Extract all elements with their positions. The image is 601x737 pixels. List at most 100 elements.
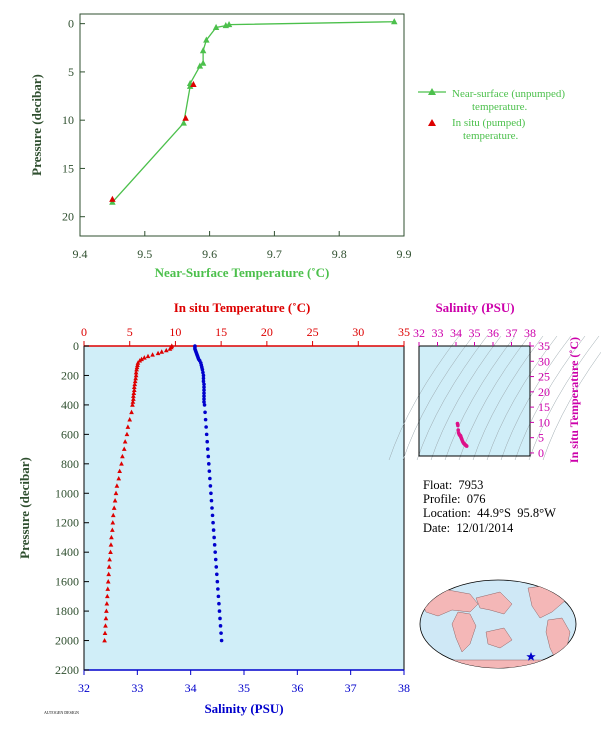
temperature-point [104, 593, 110, 599]
temperature-point [130, 399, 136, 404]
ts-diagram: Salinity (PSU) 32 33 34 35 36 37 38 05 10152025… [388, 300, 601, 463]
salinity-point [204, 432, 209, 437]
legend-red-triangle-icon [428, 119, 436, 126]
sal-tick-label: 36 [291, 681, 303, 695]
profile-x-label: Salinity (PSU) [204, 701, 283, 716]
salinity-point [204, 425, 208, 429]
x-tick-label: 9.9 [397, 247, 412, 261]
salinity-point [209, 498, 214, 503]
temperature-point [127, 417, 133, 422]
temp-tick-label: 0 [81, 325, 87, 339]
temperature-point [108, 542, 114, 547]
salinity-point [210, 513, 215, 518]
temperature-point [116, 475, 122, 481]
profile-series [102, 343, 224, 643]
unpumped-point [186, 82, 194, 89]
footer-tag: AUTOGEN DESIGN [44, 710, 79, 715]
salinity-point [213, 557, 218, 562]
unpumped-point [199, 59, 207, 66]
temp-tick-label: 20 [261, 325, 273, 339]
salinity-point [200, 367, 205, 372]
x-tick-label: 9.4 [73, 247, 88, 261]
sal-tick-label: 38 [398, 681, 410, 695]
salinity-point [215, 572, 219, 577]
sal-tick-label: 35 [238, 681, 250, 695]
temperature-axis-ticks: 0 5 10 15 20 25 30 35 [81, 325, 410, 347]
near-surface-plot-area [79, 13, 405, 237]
legend-unpumped-label: Near-surface (unpumped) temperature. [452, 88, 565, 113]
temperature-point [155, 350, 161, 356]
temp-tick-label: 35 [398, 325, 410, 339]
temperature-point [107, 556, 112, 562]
temperature-point [129, 409, 134, 415]
pressure-tick-label: 1800 [55, 604, 79, 618]
density-contour [388, 335, 460, 461]
salinity-point [202, 382, 206, 387]
salinity-point [217, 601, 221, 606]
temperature-point [114, 483, 120, 488]
salinity-point [208, 476, 212, 481]
ts-y-tick-label: 20 [538, 385, 550, 399]
density-contour [500, 335, 572, 461]
temp-tick-label: 30 [352, 325, 364, 339]
temperature-point [106, 571, 112, 577]
density-contour [486, 335, 558, 461]
temperature-point [110, 520, 116, 525]
salinity-point [203, 410, 207, 415]
salinity-point [205, 439, 209, 444]
salinity-point [209, 491, 213, 496]
pressure-tick-label: 1200 [55, 516, 79, 530]
y-tick-label: 5 [68, 65, 74, 79]
float-row: Float: 7953 [423, 478, 484, 492]
sal-tick-label: 33 [131, 681, 143, 695]
temperature-point [103, 615, 109, 621]
ts-point [456, 423, 460, 428]
temperature-point [122, 439, 128, 444]
temp-tick-label: 15 [215, 325, 227, 339]
pressure-tick-label: 2000 [55, 634, 79, 648]
unpumped-point [196, 62, 204, 69]
pressure-tick-label: 1600 [55, 575, 79, 589]
ts-point [464, 444, 469, 448]
location-row: Location: 44.9°S 95.8°W [423, 506, 556, 521]
ts-y-tick-label: 10 [538, 415, 550, 429]
profile-plot-area [83, 345, 405, 671]
temperature-point [120, 453, 125, 459]
temperature-point [163, 347, 169, 353]
salinity-point [202, 388, 206, 392]
pumped-point [182, 114, 189, 121]
salinity-point [206, 454, 211, 459]
salinity-point [211, 520, 215, 525]
temperature-point [134, 366, 139, 372]
pressure-tick-label: 200 [61, 368, 79, 382]
ts-y-tick-label: 15 [538, 400, 550, 414]
temp-tick-label: 25 [307, 325, 319, 339]
salinity-point [219, 631, 223, 635]
density-contour [416, 335, 488, 461]
ts-x-tick-label: 33 [432, 326, 444, 340]
ts-point [456, 428, 461, 432]
temperature-point [119, 461, 124, 466]
temperature-point [125, 424, 131, 429]
temperature-point [109, 534, 114, 540]
unpumped-point [199, 47, 207, 54]
density-contour [430, 335, 502, 461]
ts-series [455, 421, 469, 448]
temperature-point [121, 446, 127, 451]
temperature-point [135, 360, 141, 365]
y-tick-label: 0 [68, 17, 74, 31]
ts-x-tick-label: 35 [469, 326, 481, 340]
salinity-point [202, 397, 206, 401]
temperature-point [159, 349, 165, 354]
salinity-point [212, 535, 216, 540]
pumped-point [109, 195, 116, 202]
profile-top-axis-title: In situ Temperature (˚C) [174, 300, 311, 315]
salinity-point [218, 616, 222, 621]
density-contour [472, 335, 544, 461]
pressure-tick-label: 1000 [55, 486, 79, 500]
temperature-point [103, 623, 108, 628]
temperature-point [110, 527, 115, 532]
x-tick-label: 9.8 [332, 247, 347, 261]
salinity-point [218, 624, 223, 628]
